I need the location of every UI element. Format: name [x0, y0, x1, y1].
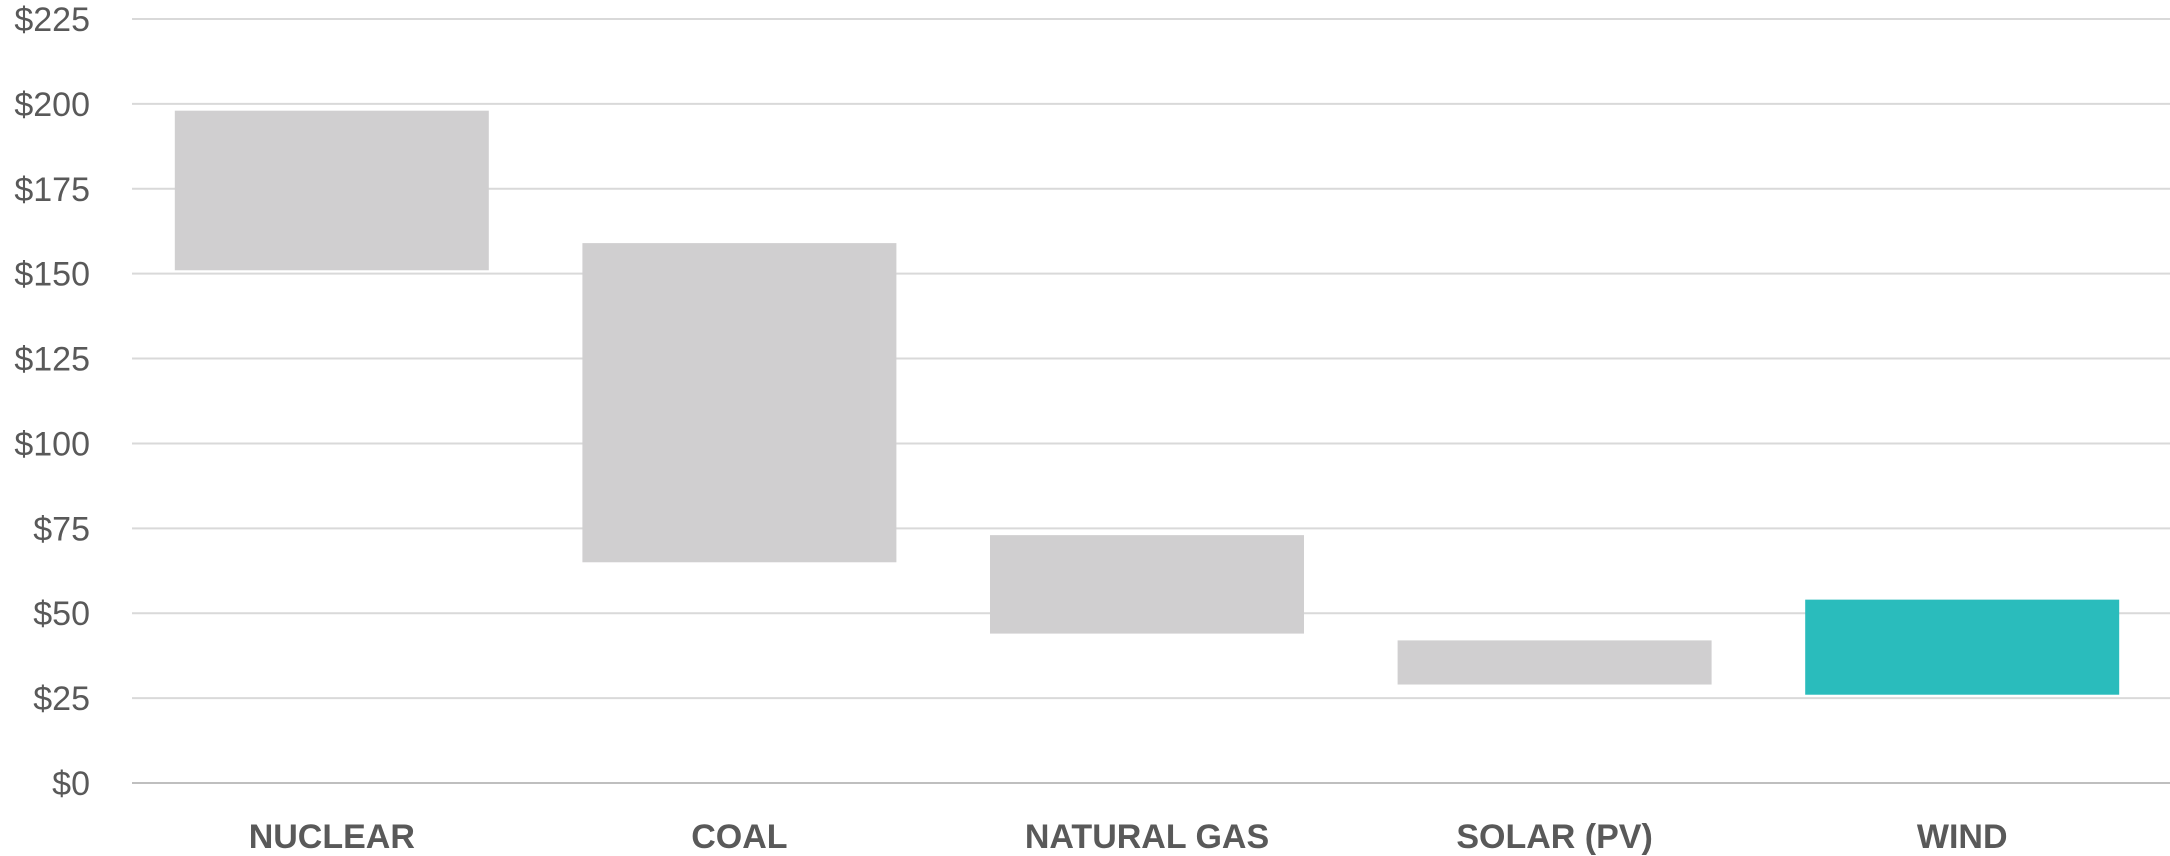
- y-tick-label: $100: [14, 425, 90, 463]
- y-tick-label: $125: [14, 341, 90, 379]
- bar-solar-pv: [1397, 640, 1712, 685]
- y-tick-label: $25: [33, 680, 90, 718]
- y-tick-label: $150: [14, 256, 90, 294]
- x-axis: NUCLEAR COAL NATURAL GAS SOLAR (PV) WIND: [249, 818, 2008, 856]
- bar-natural-gas: [990, 535, 1304, 634]
- x-tick-label: SOLAR (PV): [1456, 818, 1652, 856]
- bar-wind: [1805, 599, 2120, 695]
- bar-nuclear: [174, 110, 489, 271]
- y-tick-label: $200: [14, 86, 90, 124]
- x-tick-label: NATURAL GAS: [1025, 818, 1269, 856]
- y-tick-label: $75: [33, 510, 90, 548]
- x-tick-label: WIND: [1917, 818, 2008, 856]
- y-axis: $0 $25 $50 $75 $100 $125 $150 $175 $200 $225: [14, 1, 90, 803]
- x-tick-label: NUCLEAR: [249, 818, 415, 856]
- x-tick-label: COAL: [691, 818, 787, 856]
- bars: [174, 110, 2120, 695]
- gridlines: [132, 18, 2170, 784]
- bar-coal: [582, 243, 897, 563]
- y-tick-label: $225: [14, 1, 90, 39]
- y-tick-label: $50: [33, 595, 90, 633]
- y-tick-label: $0: [52, 765, 90, 803]
- y-tick-label: $175: [14, 171, 90, 209]
